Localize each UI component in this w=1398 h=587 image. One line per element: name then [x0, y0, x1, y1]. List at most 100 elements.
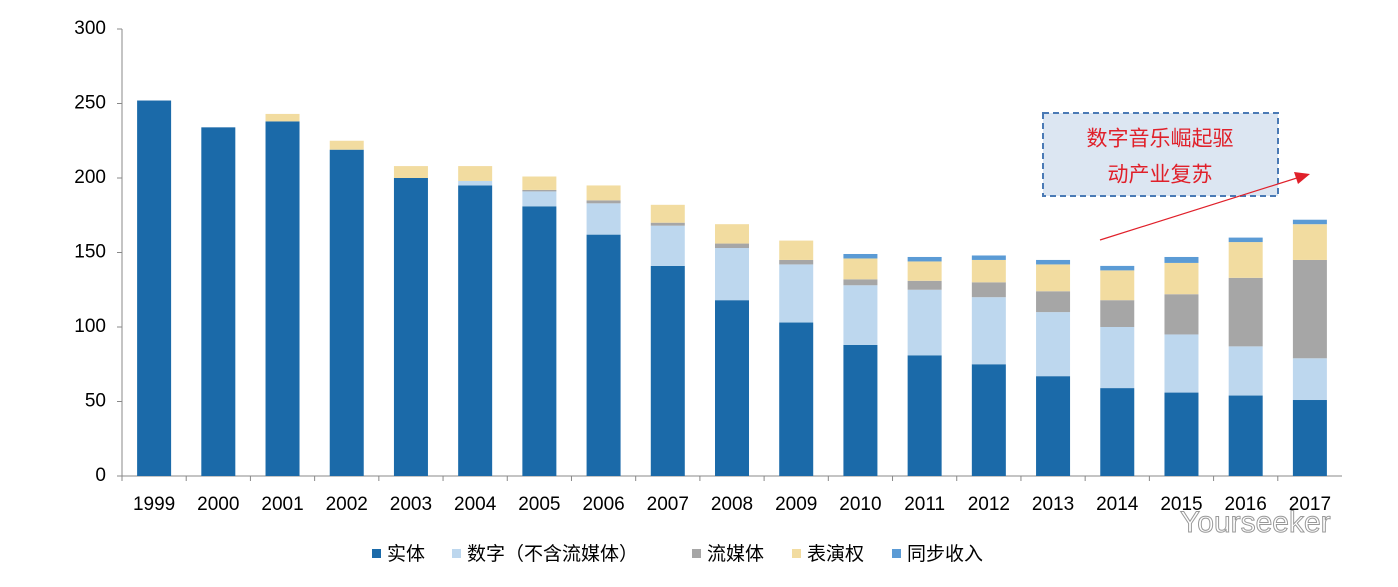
- x-tick-label: 2001: [261, 494, 303, 515]
- bar-segment: [1100, 388, 1135, 476]
- bar-segment: [1228, 237, 1263, 243]
- y-tick-label: 200: [74, 167, 106, 188]
- bar-segment: [1036, 259, 1071, 265]
- bar-segment: [843, 344, 878, 476]
- bar-segment: [715, 248, 749, 301]
- bar-segment: [1292, 224, 1327, 260]
- bar-segment: [971, 297, 1006, 365]
- x-tick-label: 2010: [839, 494, 881, 515]
- y-tick-label: 0: [95, 465, 106, 486]
- legend-swatch: [892, 549, 901, 558]
- bar-segment: [522, 191, 557, 207]
- bar-segment: [779, 259, 814, 265]
- bar-segment: [715, 300, 749, 476]
- x-tick-label: 2002: [326, 494, 368, 515]
- bar-segment: [1036, 264, 1071, 292]
- bar-segment: [779, 322, 814, 476]
- bar-segment: [265, 121, 300, 476]
- arrow-head: [1294, 172, 1310, 184]
- bar-segment: [650, 204, 685, 223]
- bar-segment: [907, 289, 942, 356]
- bar-segment: [265, 113, 300, 122]
- bar-segment: [1036, 291, 1071, 313]
- bar-segment: [907, 280, 942, 290]
- legend-item: 流媒体: [692, 543, 764, 565]
- watermark: Yourseeker: [1180, 506, 1331, 539]
- bar-segment: [907, 256, 942, 262]
- bar-segment: [586, 185, 621, 201]
- legend-item: 实体: [372, 543, 425, 565]
- x-tick-label: 2003: [390, 494, 432, 515]
- bar-segment: [971, 364, 1006, 476]
- x-tick-label: 2016: [1225, 494, 1267, 515]
- bar-segment: [971, 259, 1006, 283]
- annotation: 数字音乐崛起驱: [1087, 127, 1234, 151]
- annotation-box: [1042, 112, 1279, 197]
- bar-segment: [1164, 392, 1199, 476]
- x-tick-label: 2011: [904, 494, 945, 515]
- legend-label: 表演权: [807, 543, 864, 565]
- bar-segment: [329, 149, 364, 476]
- bar-segment: [971, 282, 1006, 298]
- legend-swatch: [692, 549, 701, 558]
- bar-segment: [907, 261, 942, 281]
- x-tick-label: 2013: [1032, 494, 1074, 515]
- bar-segment: [779, 240, 814, 260]
- bar-segment: [650, 265, 685, 476]
- bar-segment: [907, 355, 942, 476]
- bar-segment: [1292, 400, 1327, 476]
- x-tick-label: 2017: [1289, 494, 1331, 515]
- bar-segment: [650, 222, 685, 226]
- bar-segment: [1292, 219, 1327, 225]
- bar-segment: [1164, 256, 1199, 263]
- bar-segment: [458, 166, 493, 181]
- x-tick-label: 2006: [582, 494, 624, 515]
- bar-segment: [1164, 334, 1199, 393]
- x-tick-label: 2000: [197, 494, 239, 515]
- bar-segment: [458, 185, 493, 476]
- x-tick-label: 2012: [968, 494, 1010, 515]
- y-tick-label: 50: [85, 391, 106, 412]
- bar-segment: [1164, 262, 1199, 295]
- y-tick-label: 150: [74, 242, 106, 263]
- x-tick-label: 2009: [775, 494, 817, 515]
- y-tick-label: 250: [74, 93, 106, 114]
- bar-segment: [1228, 395, 1263, 476]
- bar-segment: [522, 189, 557, 192]
- bar-segment: [1036, 312, 1071, 377]
- bar-segment: [843, 279, 878, 286]
- x-tick-label: 1999: [133, 494, 175, 515]
- legend-swatch: [792, 549, 801, 558]
- legend-item: 数字（不含流媒体）: [452, 543, 638, 565]
- legend-item: 同步收入: [892, 543, 983, 565]
- bar-segment: [586, 200, 621, 204]
- bar-segment: [201, 127, 236, 476]
- bar-segment: [1036, 376, 1071, 476]
- legend-label: 数字（不含流媒体）: [467, 543, 638, 565]
- bar-segment: [458, 180, 493, 186]
- x-tick-label: 2015: [1160, 494, 1202, 515]
- bar-segment: [779, 264, 814, 323]
- bar-segment: [137, 100, 172, 477]
- bar-segment: [715, 243, 749, 249]
- bar-segment: [329, 140, 364, 150]
- bar-segment: [586, 203, 621, 235]
- bar-segment: [393, 178, 428, 476]
- bar-segment: [522, 206, 557, 476]
- bar-segment: [843, 253, 878, 259]
- legend-swatch: [452, 549, 461, 558]
- bar-segment: [1164, 294, 1199, 335]
- legend-swatch: [372, 549, 381, 558]
- legend-label: 同步收入: [907, 543, 983, 565]
- bar-segment: [1228, 242, 1263, 278]
- legend-item: 表演权: [792, 543, 864, 565]
- bar-segment: [1292, 259, 1327, 359]
- x-tick-label: 2014: [1096, 494, 1139, 515]
- bar-segment: [843, 285, 878, 345]
- bar-segment: [1100, 300, 1135, 327]
- x-tick-label: 2008: [711, 494, 753, 515]
- bar-segment: [1292, 358, 1327, 401]
- arrow: [1099, 176, 1301, 241]
